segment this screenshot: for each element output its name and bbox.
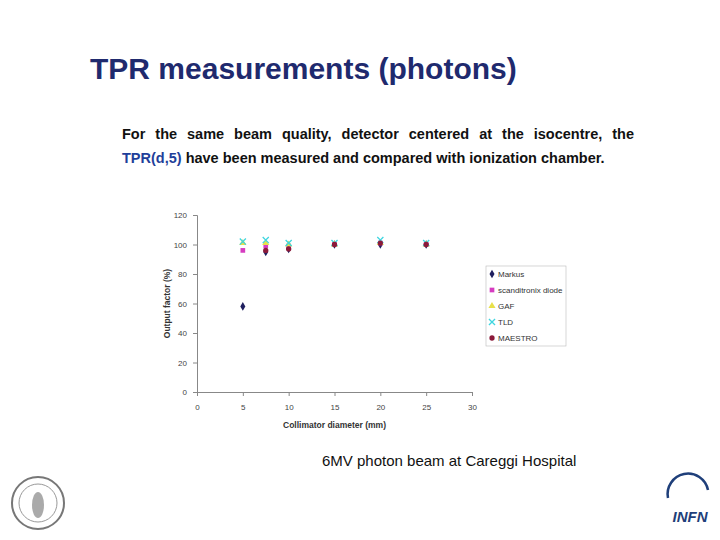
tick-mark	[335, 392, 336, 396]
logo-text: INFN	[673, 508, 709, 525]
data-point	[239, 239, 246, 245]
axis-line	[198, 393, 473, 397]
data-point	[286, 240, 292, 246]
data-point	[240, 238, 246, 244]
data-point	[286, 246, 291, 251]
data-point	[285, 240, 292, 246]
tick-label: 15	[331, 403, 340, 412]
tick-label: 10	[285, 403, 294, 412]
tick-label: 120	[174, 211, 188, 220]
tick-mark	[193, 215, 197, 216]
legend-marker	[489, 335, 494, 340]
tick-mark	[193, 245, 197, 246]
legend-marker	[490, 288, 495, 293]
paragraph-part: For the same beam quality, detector cent…	[122, 126, 634, 142]
axis-line	[193, 216, 198, 393]
paragraph-part: have been measured and compared with ion…	[182, 150, 605, 166]
tick: 20	[178, 359, 197, 368]
tick-mark	[193, 304, 197, 305]
legend-marker	[488, 302, 495, 308]
logo-right: INFN	[668, 474, 709, 525]
legend-label: MAESTRO	[498, 334, 538, 343]
data-point	[423, 240, 430, 246]
tick: 25	[422, 392, 431, 412]
tick-mark	[193, 392, 197, 393]
tick: 120	[174, 211, 197, 220]
tick: 40	[178, 329, 197, 338]
paragraph: For the same beam quality, detector cent…	[122, 122, 634, 170]
tick: 10	[285, 392, 294, 412]
data-point	[240, 248, 245, 253]
data-point	[263, 248, 268, 253]
data-point	[424, 242, 429, 247]
logo-ring	[12, 477, 64, 529]
tick-mark	[472, 392, 473, 396]
y-axis-title: Output factor (%)	[162, 269, 172, 339]
tick: 20	[376, 392, 385, 412]
logo-ring	[19, 484, 57, 522]
legend-label: GAF	[498, 302, 515, 311]
data-point	[378, 240, 383, 249]
logo-figure	[32, 492, 44, 518]
tick-mark	[380, 392, 381, 396]
tick: 0	[183, 388, 197, 397]
tick-label: 60	[178, 300, 187, 309]
tick-label: 30	[468, 403, 477, 412]
tick: 15	[331, 392, 340, 412]
logo-arc	[668, 474, 708, 498]
tick-label: 0	[183, 388, 188, 397]
tick-mark	[193, 363, 197, 364]
data-point	[332, 242, 337, 247]
caption: 6MV photon beam at Careggi Hospital	[322, 452, 576, 469]
legend-label: scanditronix diode	[498, 286, 563, 295]
logo-left	[12, 477, 64, 529]
tick: 80	[178, 270, 197, 279]
tick-label: 40	[178, 329, 187, 338]
legend-marker	[489, 270, 494, 279]
tick-label: 100	[174, 241, 188, 250]
tick-mark	[193, 333, 197, 334]
legend-label: Markus	[498, 270, 524, 279]
legend-marker	[489, 319, 495, 325]
tick-mark	[243, 392, 244, 396]
tick: 5	[241, 392, 246, 412]
tick-label: 20	[376, 403, 385, 412]
series	[240, 240, 428, 311]
data-point	[424, 242, 429, 247]
paragraph-part: TPR(d,5)	[122, 150, 182, 166]
data-point	[263, 237, 269, 243]
data-point	[378, 240, 383, 245]
chart-svg: 0 5 10 15 20 25 30 0 20 40 60 80 100 120 Collimator di…	[0, 0, 720, 540]
slide-title: TPR measurements (photons)	[90, 52, 517, 86]
data-point	[331, 240, 338, 246]
tick: 100	[174, 241, 197, 250]
tick-label: 20	[178, 359, 187, 368]
tick: 0	[195, 392, 200, 412]
tick-mark	[289, 392, 290, 396]
tick-label: 25	[422, 403, 431, 412]
plot-area	[239, 237, 429, 311]
x-axis-title: Collimator diameter (mm)	[283, 420, 386, 430]
x-axis: 0 5 10 15 20 25 30	[195, 392, 477, 412]
tick: 60	[178, 300, 197, 309]
tick-label: 5	[241, 403, 246, 412]
legend-box	[486, 266, 566, 346]
series	[263, 240, 429, 253]
tick-mark	[426, 392, 427, 396]
tick-mark	[193, 274, 197, 275]
legend-label: TLD	[498, 318, 513, 327]
tick-label: 0	[195, 403, 200, 412]
tick-label: 80	[178, 270, 187, 279]
data-point	[263, 248, 268, 257]
data-point	[332, 242, 337, 247]
legend: Markus scanditronix diode GAF TLD MAESTRO	[486, 266, 566, 346]
data-point	[378, 241, 383, 246]
data-point	[240, 302, 245, 311]
tick: 30	[468, 392, 477, 412]
y-axis: 0 20 40 60 80 100 120	[174, 211, 198, 397]
